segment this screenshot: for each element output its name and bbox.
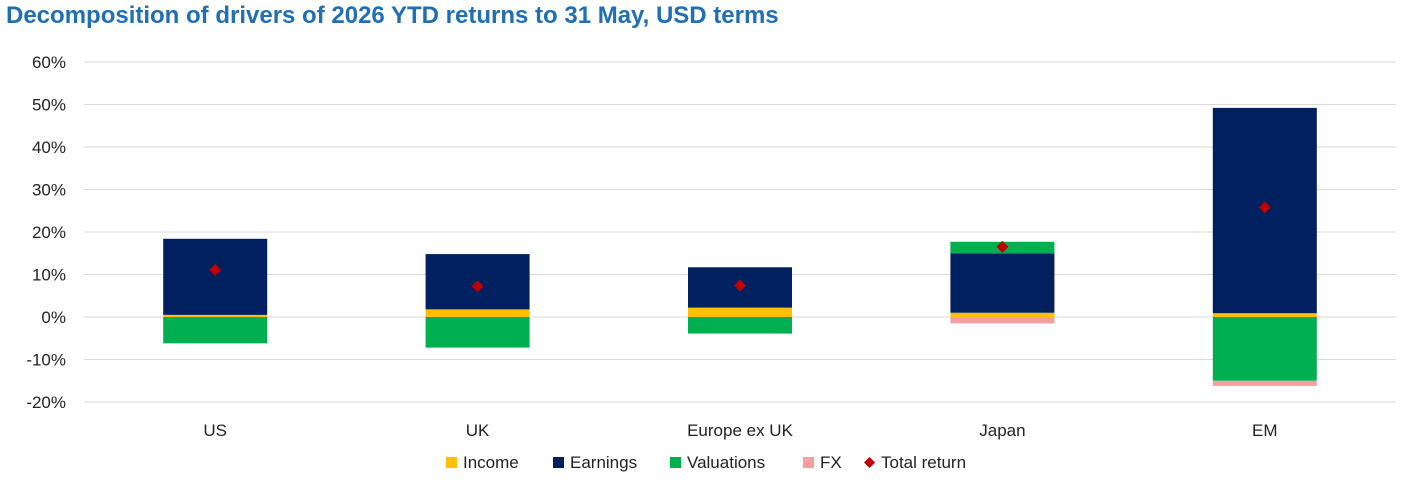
legend-label-fx: FX [820, 453, 842, 472]
bar-valuations [688, 317, 792, 334]
x-category-label: Japan [979, 421, 1025, 440]
legend-label-total-return: Total return [881, 453, 966, 472]
bar-income [163, 314, 268, 317]
bar-income [950, 312, 1055, 317]
total-return-marker [471, 280, 484, 293]
x-category-label: EM [1252, 421, 1278, 440]
bar-valuations [163, 317, 268, 344]
y-tick-label: 60% [32, 53, 66, 72]
total-return-marker [1258, 201, 1271, 214]
bar-income [425, 309, 530, 317]
bar-fx [950, 317, 1055, 324]
chart-title: Decomposition of drivers of 2026 YTD ret… [6, 2, 779, 29]
y-tick-label: 20% [32, 223, 66, 242]
bar-valuations [1212, 317, 1317, 381]
total-return-marker [996, 240, 1009, 253]
bar-earnings [163, 238, 268, 315]
y-tick-label: 10% [32, 266, 66, 285]
total-return-marker [209, 263, 222, 276]
y-tick-label: 40% [32, 138, 66, 157]
x-category-label: UK [466, 421, 490, 440]
total-return-marker [734, 279, 746, 292]
bar-income [688, 307, 792, 317]
y-tick-label: 0% [41, 308, 66, 327]
x-category-label: US [203, 421, 227, 440]
legend-swatch-income [446, 457, 457, 468]
y-tick-label: -20% [26, 393, 66, 412]
legend-swatch-fx [803, 457, 814, 468]
bar-valuations [425, 317, 530, 348]
bar-income [1212, 313, 1317, 317]
legend-swatch-earnings [553, 457, 564, 468]
legend-label-income: Income [463, 453, 519, 472]
legend-label-earnings: Earnings [570, 453, 637, 472]
x-category-label: Europe ex UK [687, 421, 793, 440]
y-tick-label: 50% [32, 96, 66, 115]
legend-swatch-valuations [670, 457, 681, 468]
legend-swatch-total-return [864, 457, 875, 468]
legend-label-valuations: Valuations [687, 453, 765, 472]
bar-earnings [950, 253, 1055, 313]
y-tick-label: -10% [26, 351, 66, 370]
y-tick-label: 30% [32, 181, 66, 200]
bar-fx [1212, 380, 1317, 386]
